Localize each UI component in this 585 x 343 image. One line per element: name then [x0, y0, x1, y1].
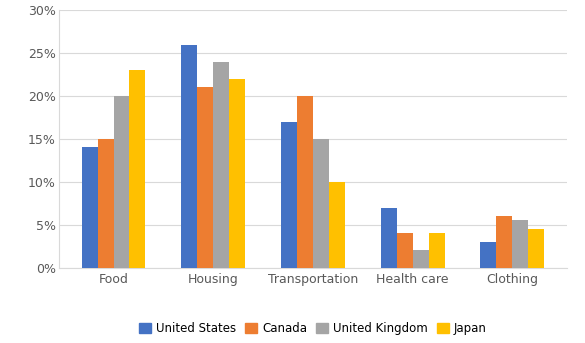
- Bar: [82, 147, 98, 268]
- Bar: [181, 45, 197, 268]
- Bar: [229, 79, 245, 268]
- Legend: United States, Canada, United Kingdom, Japan: United States, Canada, United Kingdom, J…: [135, 317, 491, 340]
- Bar: [480, 242, 497, 268]
- Bar: [412, 250, 429, 268]
- Bar: [313, 139, 329, 268]
- Bar: [98, 139, 113, 268]
- Bar: [497, 216, 512, 268]
- Bar: [381, 208, 397, 268]
- Bar: [297, 96, 313, 268]
- Bar: [214, 62, 229, 268]
- Bar: [281, 122, 297, 268]
- Bar: [528, 229, 544, 268]
- Bar: [512, 221, 528, 268]
- Bar: [129, 70, 146, 268]
- Bar: [113, 96, 129, 268]
- Bar: [329, 182, 345, 268]
- Bar: [429, 233, 445, 268]
- Bar: [397, 233, 412, 268]
- Bar: [197, 87, 214, 268]
